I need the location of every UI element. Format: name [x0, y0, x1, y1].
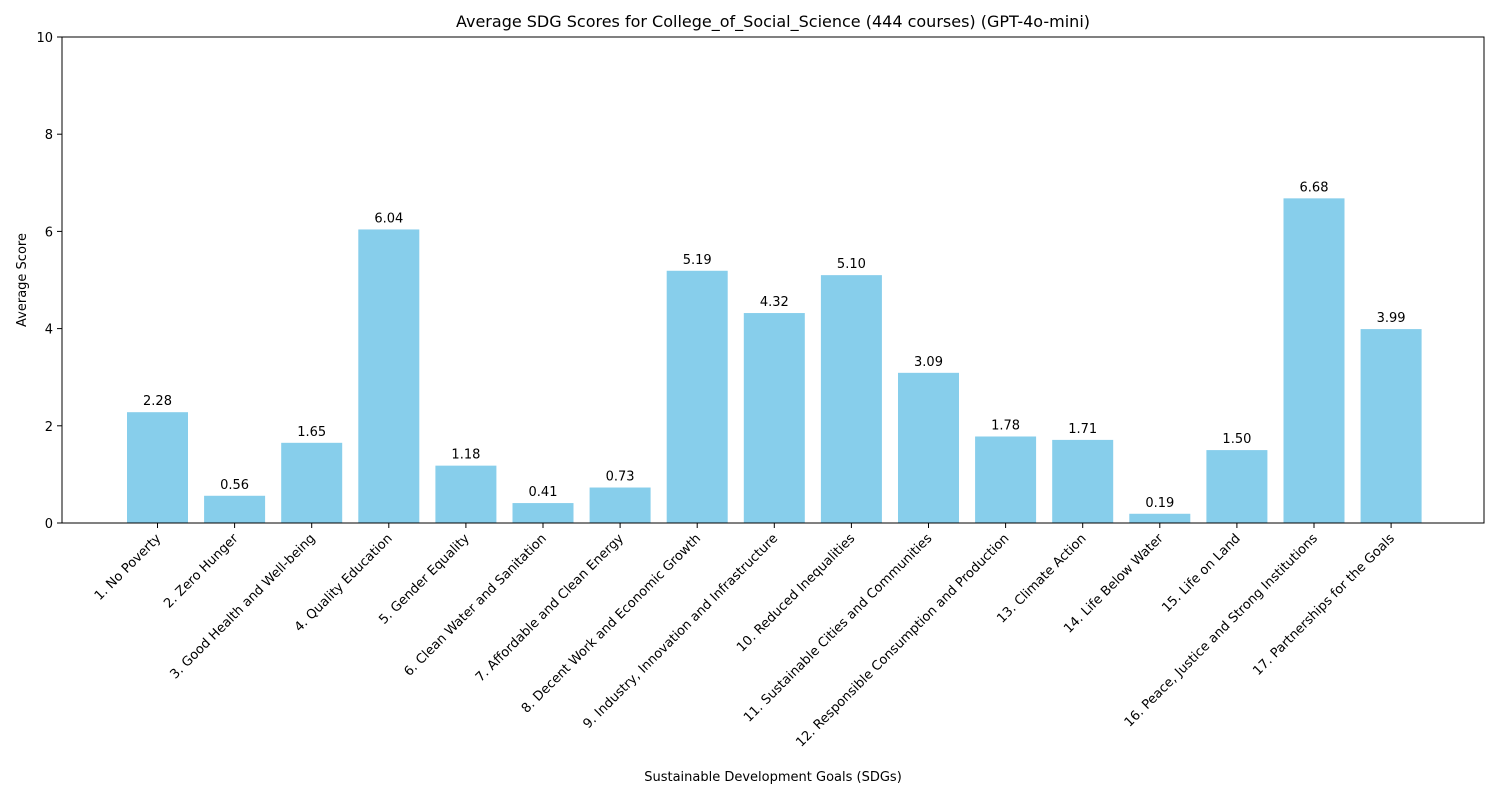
bar-4	[358, 229, 420, 523]
bar-11	[898, 372, 959, 523]
x-tick-label-8: 8. Decent Work and Economic Growth	[519, 531, 704, 716]
bar-12	[975, 436, 1037, 523]
data-label-14: 0.19	[1145, 496, 1174, 511]
y-tick-label-8: 8	[45, 128, 53, 143]
bar-2	[204, 495, 266, 523]
x-tick-label-7: 7. Affordable and Clean Energy	[473, 531, 627, 685]
y-tick-label-4: 4	[45, 323, 53, 338]
data-label-1: 2.28	[143, 394, 172, 409]
bar-3	[281, 442, 343, 523]
chart-title: Average SDG Scores for College_of_Social…	[456, 12, 1090, 32]
data-label-10: 5.10	[837, 257, 866, 272]
data-label-9: 4.32	[760, 295, 789, 310]
data-label-13: 1.71	[1068, 422, 1097, 437]
bar-14	[1129, 513, 1191, 523]
data-label-12: 1.78	[991, 418, 1020, 433]
y-tick-label-2: 2	[45, 420, 53, 435]
bar-8	[666, 270, 728, 523]
data-label-17: 3.99	[1377, 311, 1406, 326]
y-axis-label: Average Score	[15, 233, 30, 327]
y-tick-label-10: 10	[36, 31, 53, 46]
y-tick-label-0: 0	[45, 517, 53, 532]
bar-5	[435, 465, 497, 523]
x-tick-label-1: 1. No Poverty	[92, 531, 165, 604]
data-label-2: 0.56	[220, 478, 249, 493]
x-tick-label-6: 6. Clean Water and Sanitation	[402, 531, 550, 679]
bar-13	[1052, 439, 1114, 523]
plot-frame	[61, 36, 1485, 524]
bar-15	[1206, 450, 1268, 523]
data-label-6: 0.41	[529, 485, 558, 500]
data-label-11: 3.09	[914, 355, 943, 370]
data-label-16: 6.68	[1300, 180, 1329, 195]
bar-1	[127, 412, 188, 523]
data-label-4: 6.04	[374, 211, 403, 226]
bar-10	[820, 275, 882, 523]
x-tick-label-17: 17. Partnerships for the Goals	[1250, 531, 1398, 679]
bar-16	[1283, 198, 1345, 523]
data-label-7: 0.73	[606, 470, 635, 485]
data-label-8: 5.19	[683, 253, 712, 268]
x-axis-label: Sustainable Development Goals (SDGs)	[644, 770, 902, 785]
bar-9	[743, 313, 805, 523]
data-labels-group: 2.28 0.56 1.65 6.04 1.18 0.41 0.73 5.19 4.32 5.10…	[143, 180, 1406, 510]
y-tick-label-6: 6	[45, 225, 53, 240]
y-axis: 0 2 4 6 8 10	[36, 31, 62, 532]
x-tick-label-2: 2. Zero Hunger	[161, 531, 242, 612]
data-label-3: 1.65	[297, 425, 326, 440]
bar-6	[512, 503, 574, 523]
bars-group	[127, 198, 1422, 523]
data-label-5: 1.18	[451, 448, 480, 463]
bar-7	[589, 487, 651, 523]
x-tick-label-15: 15. Life on Land	[1159, 531, 1243, 615]
x-tick-label-3: 3. Good Health and Well-being	[167, 531, 318, 682]
bar-17	[1360, 329, 1422, 523]
data-label-15: 1.50	[1222, 432, 1251, 447]
